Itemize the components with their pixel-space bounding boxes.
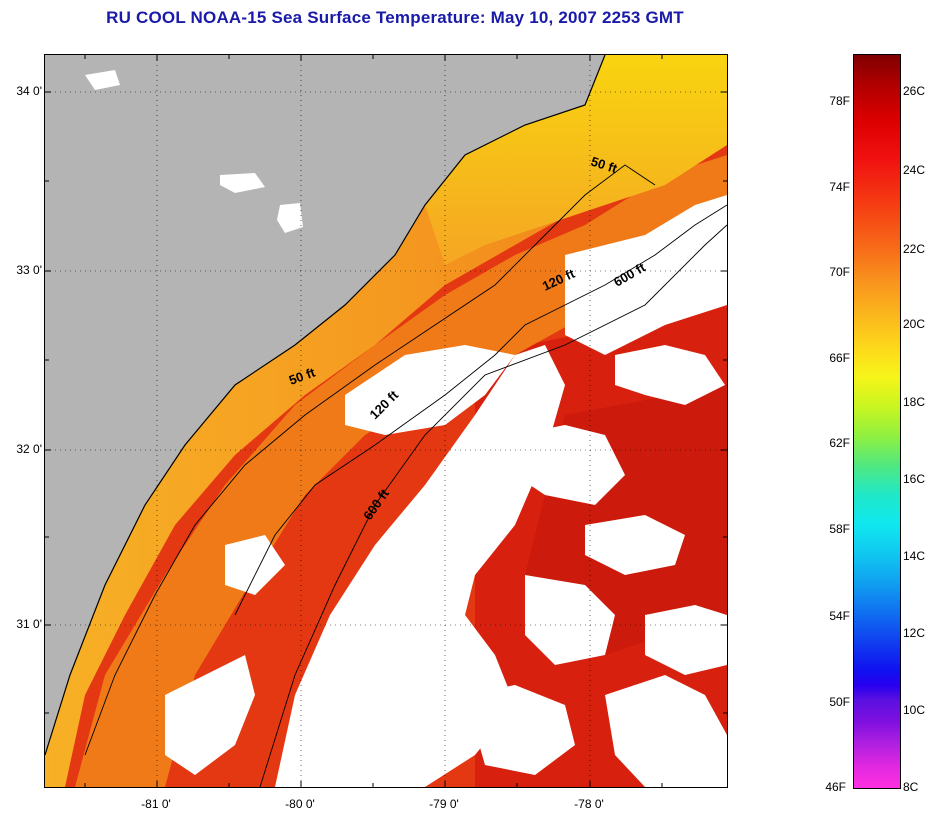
- lat-label-33: 33 0': [16, 263, 42, 277]
- sst-map: 50 ft 120 ft 600 ft 50 ft 120 ft 600 ft: [44, 54, 728, 788]
- sst-map-canvas: 50 ft 120 ft 600 ft 50 ft 120 ft 600 ft: [45, 55, 727, 787]
- colorbar-c-12: 12C: [903, 626, 926, 640]
- colorbar: [853, 54, 901, 789]
- colorbar-f-58: 58F: [829, 522, 850, 536]
- colorbar-c-24: 24C: [903, 163, 926, 177]
- colorbar-f-66: 66F: [829, 351, 850, 365]
- lat-label-34: 34 0': [16, 84, 42, 98]
- lon-label-80: -80 0': [285, 797, 315, 811]
- colorbar-c-20: 20C: [903, 317, 926, 331]
- colorbar-f-54: 54F: [829, 609, 850, 623]
- colorbar-c-16: 16C: [903, 472, 926, 486]
- colorbar-c-18: 18C: [903, 395, 926, 409]
- colorbar-c-26: 26C: [903, 84, 926, 98]
- northern-warm-water: [425, 55, 727, 265]
- colorbar-f-78: 78F: [829, 94, 850, 108]
- colorbar-c-8: 8C: [903, 780, 919, 794]
- colorbar-f-50: 50F: [829, 695, 850, 709]
- isobath-50ft: [84, 164, 656, 756]
- colorbar-f-70: 70F: [829, 265, 850, 279]
- lon-label-78: -78 0': [574, 797, 604, 811]
- colorbar-c-22: 22C: [903, 242, 926, 256]
- colorbar-f-62: 62F: [829, 436, 850, 450]
- lon-label-79: -79 0': [429, 797, 459, 811]
- isobath-120ft: [234, 204, 727, 616]
- map-ticks: [45, 55, 727, 787]
- midshelf-band: [75, 155, 727, 787]
- isobaths: [84, 164, 727, 787]
- lon-label-81: -81 0': [141, 797, 171, 811]
- colorbar-f-46: 46F: [825, 780, 846, 794]
- colorbar-f-74: 74F: [829, 180, 850, 194]
- colorbar-c-10: 10C: [903, 703, 926, 717]
- isobath-600ft: [259, 224, 727, 787]
- coastline: [45, 55, 606, 756]
- map-title: RU COOL NOAA-15 Sea Surface Temperature:…: [106, 8, 684, 27]
- lat-label-32: 32 0': [16, 442, 42, 456]
- land-mass: [45, 55, 605, 755]
- cloud-masks: [85, 70, 727, 787]
- colorbar-c-14: 14C: [903, 549, 926, 563]
- lat-label-31: 31 0': [16, 617, 42, 631]
- graticule: [45, 55, 727, 787]
